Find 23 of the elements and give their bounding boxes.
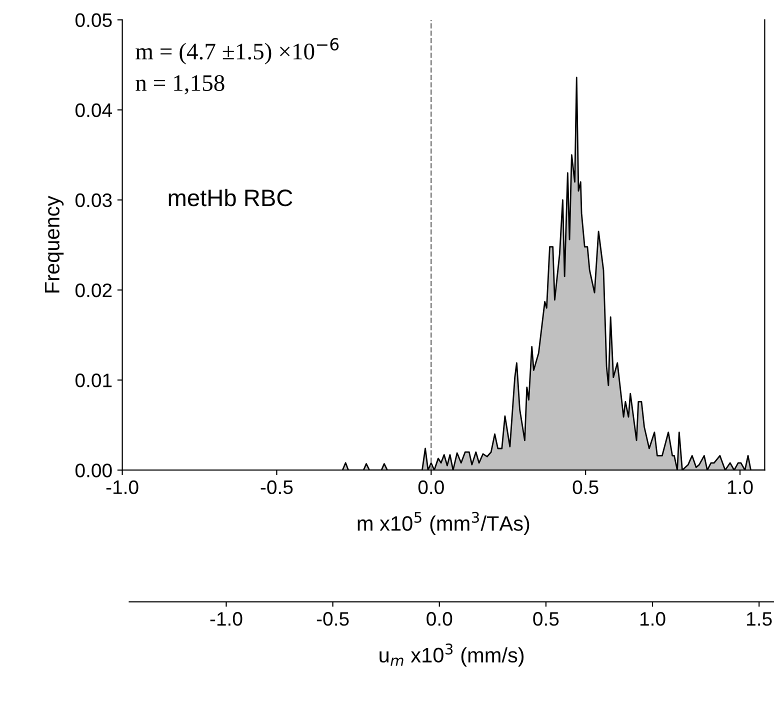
annotation: m = (4.7 ±1.5) ×10$^{−6}$	[136, 38, 339, 64]
x2-tick-label: -0.5	[316, 612, 349, 626]
x-tick-label: -1.0	[106, 480, 138, 494]
x2-tick-label: 1.0	[640, 612, 666, 626]
annotation: metHb RBC	[168, 188, 292, 206]
x2-tick-label: 1.5	[747, 612, 772, 626]
x-tick-label: 0.0	[418, 480, 444, 494]
x2-tick-label: 0.0	[426, 612, 452, 626]
x-axis-title: m x10$^{5}$ (mm$^{3}$/TAs)	[358, 512, 530, 535]
y-tick-label: 0.03	[75, 193, 112, 208]
y-tick-label: 0.00	[75, 464, 112, 478]
x-tick-label: -0.5	[260, 480, 293, 494]
y-axis-title: Frequency	[44, 196, 64, 292]
y-tick-label: 0.04	[75, 103, 112, 118]
x2-axis-title: u$_{m}$ x10$^{3}$ (mm/s)	[380, 644, 524, 667]
x-tick-label: 0.5	[572, 480, 598, 494]
x-tick-label: 1.0	[728, 480, 753, 494]
x2-tick-label: 0.5	[533, 612, 559, 626]
y-tick-label: 0.01	[75, 374, 112, 388]
y-tick-label: 0.02	[75, 283, 112, 298]
x2-tick-label: -1.0	[210, 612, 242, 626]
annotation: n = 1,158	[136, 75, 224, 94]
y-tick-label: 0.05	[75, 13, 112, 28]
